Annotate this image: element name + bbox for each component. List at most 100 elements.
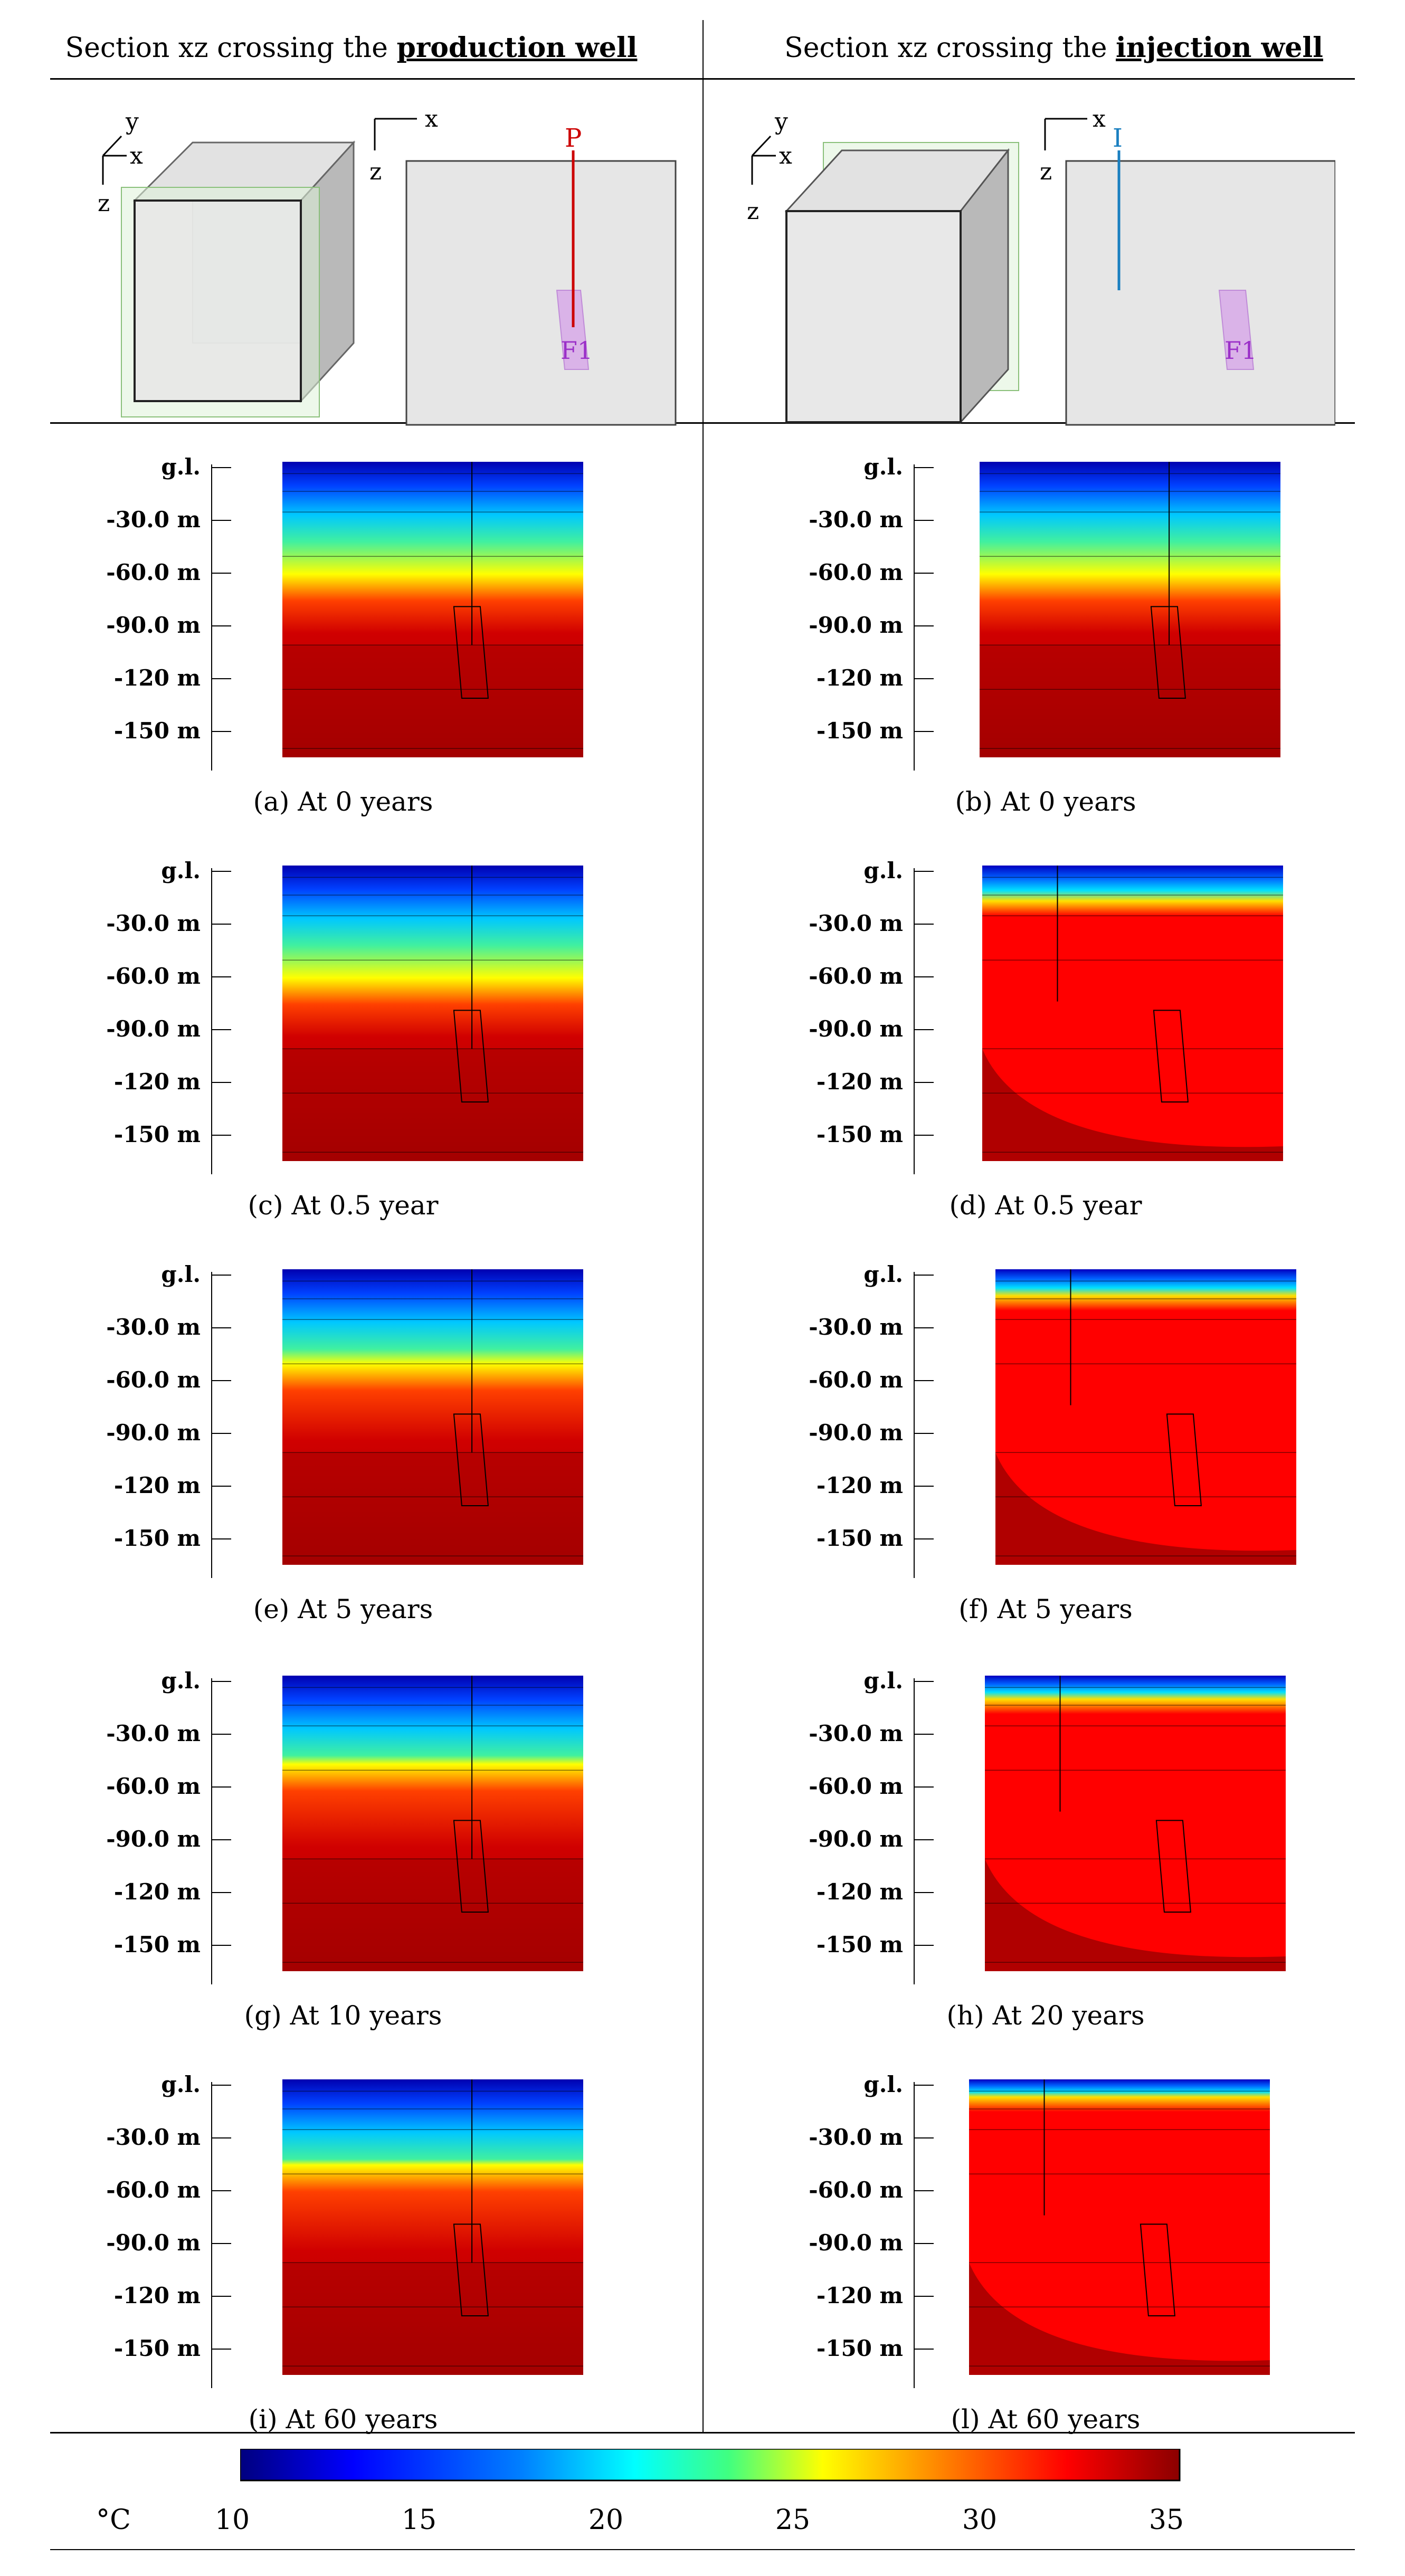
depth-tick: [914, 2296, 934, 2297]
depth-label: -90.0 m: [809, 612, 903, 638]
depth-tick: [211, 2190, 231, 2191]
depth-axis: [914, 868, 915, 1174]
depth-label: -90.0 m: [809, 1420, 903, 1446]
fault-outline-d: [1153, 1010, 1189, 1102]
depth-label: g.l.: [863, 1261, 903, 1287]
depth-label: -150 m: [816, 1932, 903, 1957]
panel-caption-f: (f) At 5 years: [958, 1594, 1133, 1624]
depth-tick: [211, 1945, 231, 1946]
depth-tick: [914, 1486, 934, 1487]
depth-label: -120 m: [113, 665, 201, 691]
depth-label: -60.0 m: [106, 1773, 201, 1799]
depth-tick: [914, 1275, 934, 1276]
depth-tick: [914, 1892, 934, 1893]
depth-label: -30.0 m: [106, 910, 201, 936]
header-production-bold: production well: [396, 32, 638, 64]
depth-tick: [211, 573, 231, 574]
depth-label: -30.0 m: [106, 507, 201, 533]
depth-tick: [914, 1945, 934, 1946]
colorbar: [240, 2449, 1181, 2482]
depth-tick: [211, 1082, 231, 1083]
depth-tick: [211, 1380, 231, 1381]
temperature-field-c: [282, 866, 583, 1161]
depth-tick: [211, 467, 231, 468]
column-divider: [702, 20, 704, 2432]
depth-label: -150 m: [816, 2335, 903, 2361]
depth-label: -30.0 m: [809, 910, 903, 936]
svg-text:y: y: [774, 108, 788, 135]
depth-tick: [211, 871, 231, 872]
fault-outline-f: [1166, 1413, 1202, 1506]
depth-label: -150 m: [113, 2335, 201, 2361]
depth-tick: [914, 1786, 934, 1788]
depth-tick: [914, 2085, 934, 2086]
depth-label: -90.0 m: [106, 1420, 201, 1446]
depth-label: -30.0 m: [809, 507, 903, 533]
depth-tick: [211, 1486, 231, 1487]
svg-text:z: z: [747, 198, 759, 225]
depth-label: -120 m: [816, 2283, 903, 2308]
depth-tick: [211, 1892, 231, 1893]
depth-label: -60.0 m: [809, 963, 903, 989]
bottom-rule: [50, 2432, 1355, 2434]
temperature-field-i: [282, 2079, 583, 2375]
depth-label: -150 m: [816, 718, 903, 744]
panel-caption-g: (g) At 10 years: [244, 2000, 442, 2031]
depth-label: -90.0 m: [106, 1826, 201, 1852]
depth-label: -150 m: [816, 1525, 903, 1551]
depth-axis: [914, 464, 915, 771]
axis-z-label: z: [98, 190, 110, 217]
temperature-field-b: [980, 462, 1280, 757]
fault-outline-a: [453, 606, 489, 699]
depth-label: -30.0 m: [106, 2124, 201, 2150]
depth-tick: [211, 1786, 231, 1788]
depth-tick: [211, 678, 231, 679]
depth-tick: [211, 1839, 231, 1840]
depth-axis: [914, 1272, 915, 1578]
axis-y-label: y: [125, 108, 139, 135]
fault-label-right: F1: [1224, 336, 1257, 365]
panel-caption-e: (e) At 5 years: [253, 1594, 433, 1624]
depth-tick: [211, 2137, 231, 2138]
fault-outline-e: [453, 1413, 489, 1506]
depth-label: -30.0 m: [106, 1314, 201, 1340]
depth-tick: [914, 1538, 934, 1539]
injection-schematic: y x z x z I F1: [747, 106, 1335, 426]
depth-label: -90.0 m: [106, 2230, 201, 2256]
header-injection-bold: injection well: [1116, 32, 1323, 64]
depth-axis: [211, 1678, 212, 1984]
depth-tick: [914, 1839, 934, 1840]
depth-label: -150 m: [113, 718, 201, 744]
fault-outline-c: [453, 1010, 489, 1102]
depth-label: -120 m: [113, 1879, 201, 1905]
depth-tick: [211, 1327, 231, 1328]
depth-label: -120 m: [816, 1879, 903, 1905]
depth-label: -120 m: [113, 1069, 201, 1095]
depth-tick: [914, 2243, 934, 2244]
colorbar-tick: 10: [214, 2504, 250, 2536]
depth-tick: [914, 1433, 934, 1434]
depth-axis: [914, 1678, 915, 1984]
section-x-label: x: [425, 106, 438, 132]
temperature-field-e: [282, 1269, 583, 1565]
depth-tick: [914, 2349, 934, 2350]
depth-label: g.l.: [863, 1668, 903, 1694]
panel-caption-b: (b) At 0 years: [955, 786, 1136, 817]
depth-label: -60.0 m: [809, 1773, 903, 1799]
depth-tick: [914, 1327, 934, 1328]
depth-tick: [211, 1433, 231, 1434]
depth-label: -150 m: [816, 1121, 903, 1147]
header-production: Section xz crossing the production well: [65, 32, 638, 64]
depth-tick: [914, 924, 934, 925]
depth-tick: [914, 731, 934, 732]
depth-tick: [914, 976, 934, 977]
fault-outline-l: [1140, 2223, 1175, 2316]
depth-axis: [211, 2082, 212, 2388]
panel-caption-h: (h) At 20 years: [946, 2000, 1145, 2031]
depth-axis: [914, 2082, 915, 2388]
panel-caption-a: (a) At 0 years: [253, 786, 433, 817]
depth-tick: [211, 731, 231, 732]
depth-label: -30.0 m: [809, 1314, 903, 1340]
depth-tick: [914, 1380, 934, 1381]
production-well-label: P: [565, 123, 582, 153]
